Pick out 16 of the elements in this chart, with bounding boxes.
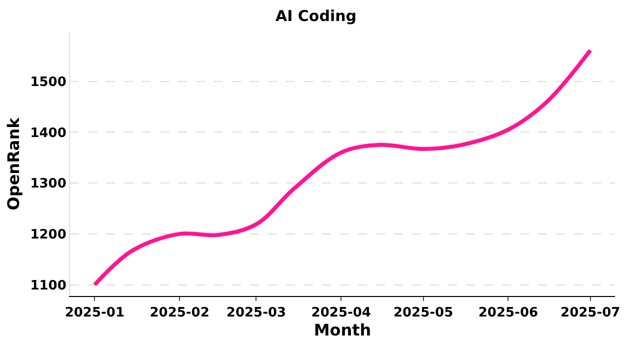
x-tick-label: 2025-02 (150, 306, 210, 321)
y-tick-label: 1100 (30, 278, 66, 294)
x-axis-title: Month (314, 320, 372, 340)
y-tick-label: 1500 (30, 74, 66, 90)
x-tick-label: 2025-07 (560, 306, 620, 321)
y-tick-label: 1400 (30, 126, 66, 141)
x-tick-label: 2025-01 (64, 306, 124, 321)
x-tick-label: 2025-06 (478, 306, 538, 321)
x-tick-label: 2025-04 (311, 306, 371, 321)
y-axis-title: OpenRank (4, 117, 24, 210)
chart-title: AI Coding (275, 6, 357, 25)
x-tick-label: 2025-03 (226, 306, 286, 321)
y-tick-label: 1200 (30, 227, 66, 242)
line-series (92, 48, 592, 287)
y-tick-label: 1300 (30, 176, 66, 192)
x-tick-label: 2025-05 (393, 306, 454, 321)
